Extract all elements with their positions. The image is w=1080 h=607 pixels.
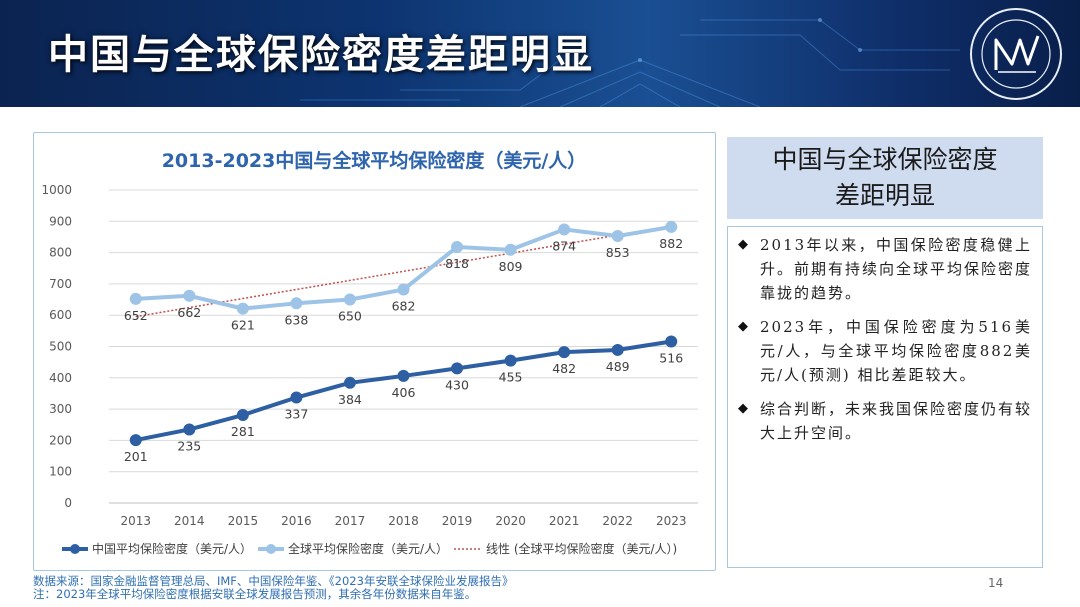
y-tick-label: 900 — [49, 214, 72, 228]
y-tick-label: 400 — [49, 371, 72, 385]
y-tick-label: 800 — [49, 246, 72, 260]
global-data-label: 682 — [392, 299, 416, 314]
x-tick-label: 2013 — [120, 514, 151, 528]
summary-bullet: ◆ 综合判断，未来我国保险密度仍有较大上升空间。 — [738, 397, 1032, 445]
summary-bullet-text: 综合判断，未来我国保险密度仍有较大上升空间。 — [760, 400, 1033, 442]
global-data-label: 874 — [552, 238, 576, 253]
x-tick-label: 2017 — [335, 514, 366, 528]
global-data-label: 621 — [231, 318, 255, 333]
china-data-label: 482 — [552, 361, 576, 376]
legend-label: 中国平均保险密度（美元/人） — [92, 541, 252, 556]
x-tick-label: 2022 — [602, 514, 633, 528]
china-data-label: 281 — [231, 424, 255, 439]
note-line: 注：2023年全球平均保险密度根据安联全球发展报告预测，其余各年份数据来自年鉴。 — [33, 587, 477, 601]
y-tick-label: 700 — [49, 277, 72, 291]
x-tick-label: 2023 — [656, 514, 687, 528]
china-data-point — [397, 369, 410, 382]
global-data-point — [290, 297, 303, 310]
global-data-point — [397, 283, 410, 296]
summary-bullet: ◆ 2023年，中国保险密度为516美元/人，与全球平均保险密度882美元/人(… — [738, 315, 1032, 387]
summary-bullet-text: 2023年，中国保险密度为516美元/人，与全球平均保险密度882美元/人(预测… — [760, 318, 1032, 384]
diamond-bullet-icon: ◆ — [738, 319, 748, 334]
x-tick-label: 2020 — [495, 514, 526, 528]
china-data-point — [451, 362, 464, 375]
x-tick-label: 2019 — [442, 514, 473, 528]
china-data-label: 235 — [177, 438, 201, 453]
global-data-point — [504, 243, 517, 256]
chart-title: 2013-2023中国与全球平均保险密度（美元/人） — [162, 149, 587, 172]
global-data-point — [665, 220, 678, 233]
china-data-point — [611, 343, 624, 356]
global-data-label: 882 — [659, 236, 683, 251]
china-data-label: 430 — [445, 377, 469, 392]
legend-label: 全球平均保险密度（美元/人） — [288, 541, 448, 556]
title-banner: 中国与全球保险密度差距明显 — [0, 0, 1080, 107]
x-tick-label: 2021 — [549, 514, 580, 528]
global-data-label: 818 — [445, 256, 469, 271]
y-tick-label: 300 — [49, 402, 72, 416]
china-data-label: 201 — [124, 449, 148, 464]
y-tick-label: 1000 — [41, 183, 72, 197]
china-data-label: 337 — [284, 407, 308, 422]
china-data-point — [665, 335, 678, 348]
trendline — [135, 225, 672, 318]
summary-bullet-text: 2013年以来，中国保险密度稳健上升。前期有持续向全球平均保险密度靠拢的趋势。 — [760, 236, 1033, 302]
slide-title: 中国与全球保险密度差距明显 — [48, 32, 594, 78]
global-data-point — [451, 240, 464, 253]
y-tick-label: 500 — [49, 340, 72, 354]
source-note: 数据来源：国家金融监督管理总局、IMF、中国保险年鉴、《2023年安联全球保险业… — [33, 575, 513, 601]
x-tick-label: 2018 — [388, 514, 419, 528]
banner-circuit-pattern — [300, 18, 960, 107]
diamond-bullet-icon: ◆ — [738, 401, 748, 416]
china-data-point — [558, 346, 571, 359]
china-data-label: 384 — [338, 392, 362, 407]
panel-heading-line: 中国与全球保险密度 — [772, 145, 998, 174]
china-data-point — [343, 376, 356, 389]
line-chart: 2013-2023中国与全球平均保险密度（美元/人） 0 100 200 300 400 5… — [41, 149, 698, 556]
y-tick-label: 600 — [49, 308, 72, 322]
y-tick-label: 200 — [49, 433, 72, 447]
china-data-point — [290, 391, 303, 404]
china-data-label: 455 — [499, 370, 523, 385]
china-data-point — [236, 409, 249, 422]
global-data-label: 638 — [284, 312, 308, 327]
global-data-label: 650 — [338, 309, 362, 324]
x-tick-label: 2014 — [174, 514, 205, 528]
china-data-point — [129, 434, 142, 447]
y-tick-label: 100 — [49, 465, 72, 479]
summary-panel: ◆ 2013年以来，中国保险密度稳健上升。前期有持续向全球平均保险密度靠拢的趋势… — [727, 226, 1043, 568]
legend-marker — [70, 544, 80, 554]
chart-frame: 2013-2023中国与全球平均保险密度（美元/人） 0 100 200 300 400 5… — [33, 132, 716, 571]
x-tick-label: 2016 — [281, 514, 312, 528]
institute-seal-logo — [970, 8, 1062, 100]
summary-bullet: ◆ 2013年以来，中国保险密度稳健上升。前期有持续向全球平均保险密度靠拢的趋势… — [738, 233, 1032, 305]
global-data-label: 652 — [124, 308, 148, 323]
china-data-label: 489 — [606, 359, 630, 374]
diamond-bullet-icon: ◆ — [738, 237, 748, 252]
y-tick-label: 0 — [64, 496, 72, 510]
global-data-point — [183, 289, 196, 302]
legend-label: 线性 (全球平均保险密度（美元/人）) — [486, 541, 677, 556]
global-data-label: 809 — [499, 259, 523, 274]
global-data-label: 662 — [177, 305, 201, 320]
global-data-point — [343, 293, 356, 306]
source-line: 数据来源：国家金融监督管理总局、IMF、中国保险年鉴、《2023年安联全球保险业… — [33, 574, 514, 588]
page-number: 14 — [988, 576, 1004, 590]
china-data-point — [183, 423, 196, 436]
panel-heading-line: 差距明显 — [834, 181, 935, 210]
global-data-point — [236, 302, 249, 315]
legend-marker — [266, 544, 276, 554]
china-data-label: 406 — [392, 385, 416, 400]
global-data-point — [558, 223, 571, 236]
china-data-point — [504, 354, 517, 367]
global-data-label: 853 — [606, 245, 630, 260]
china-data-label: 516 — [659, 350, 683, 365]
x-tick-label: 2015 — [228, 514, 259, 528]
global-data-point — [129, 292, 142, 305]
panel-heading: 中国与全球保险密度 差距明显 — [727, 137, 1043, 219]
global-data-point — [611, 230, 624, 243]
